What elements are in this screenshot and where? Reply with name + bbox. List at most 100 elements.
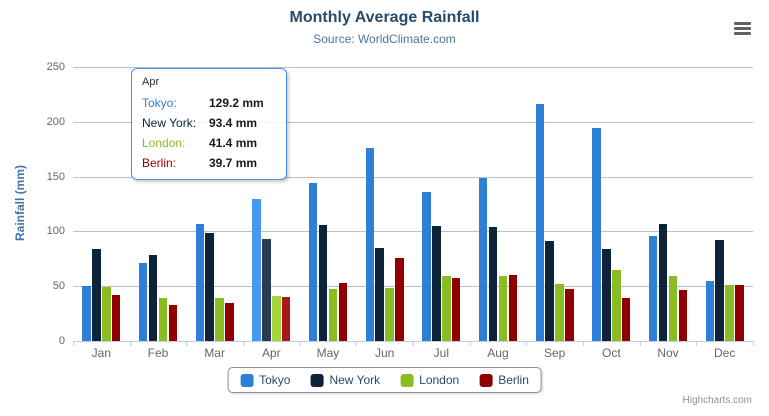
hamburger-icon (734, 31, 751, 35)
x-axis-tick (469, 341, 471, 346)
x-axis-tick (639, 341, 641, 346)
bar-new-york-feb[interactable] (148, 254, 158, 341)
bar-tokyo-may[interactable] (308, 183, 318, 341)
bar-tokyo-apr[interactable] (252, 199, 261, 341)
credits-link[interactable]: Highcharts.com (682, 395, 752, 406)
y-axis-label: 150 (46, 170, 65, 183)
x-axis-label-aug: Aug (487, 346, 509, 360)
legend-item-london[interactable]: London (400, 373, 459, 387)
bar-berlin-jan[interactable] (111, 294, 121, 341)
chart-subtitle: Source: WorldClimate.com (313, 32, 456, 46)
chart-title: Monthly Average Rainfall (289, 9, 480, 26)
bar-london-nov[interactable] (668, 276, 678, 341)
bar-berlin-mar[interactable] (225, 303, 234, 341)
legend-label: Berlin (498, 373, 529, 387)
bar-london-may[interactable] (328, 289, 338, 341)
bar-london-sep[interactable] (555, 283, 564, 341)
legend-item-berlin[interactable]: Berlin (479, 373, 529, 387)
x-axis-label-dec: Dec (713, 346, 736, 360)
export-menu-button[interactable] (731, 18, 755, 38)
bar-berlin-jul[interactable] (451, 278, 461, 341)
bar-tokyo-sep[interactable] (535, 103, 545, 341)
bar-new-york-mar[interactable] (205, 233, 214, 341)
bar-london-dec[interactable] (725, 284, 734, 341)
x-axis-label-sep: Sep (543, 346, 566, 360)
bar-berlin-sep[interactable] (565, 288, 574, 341)
tooltip-series-name: New York: (142, 116, 197, 130)
x-axis-label-jul: Jul (433, 346, 449, 360)
bar-new-york-dec[interactable] (715, 239, 724, 341)
bar-london-jan[interactable] (102, 287, 111, 341)
gridline (73, 231, 753, 233)
x-axis-tick (299, 341, 301, 346)
legend-swatch-icon (240, 373, 254, 387)
x-axis-label-jan: Jan (91, 346, 111, 360)
bar-tokyo-nov[interactable] (648, 236, 658, 341)
y-axis-label: 200 (46, 115, 65, 128)
bar-tokyo-jul[interactable] (422, 192, 431, 341)
bar-berlin-feb[interactable] (168, 304, 178, 341)
bar-london-apr[interactable] (272, 295, 281, 341)
gridline (73, 121, 753, 123)
legend-label: New York (329, 373, 381, 387)
bar-tokyo-dec[interactable] (705, 281, 715, 341)
tooltip-series-name: Berlin: (142, 156, 177, 170)
bar-berlin-may[interactable] (338, 283, 348, 341)
tooltip-row-tokyo: Tokyo: 129.2 mm (142, 93, 276, 113)
bar-new-york-oct[interactable] (602, 249, 611, 341)
bar-london-feb[interactable] (158, 298, 168, 341)
bar-new-york-jan[interactable] (92, 249, 101, 341)
bar-new-york-jul[interactable] (432, 225, 441, 341)
bar-berlin-oct[interactable] (621, 298, 631, 341)
legend: Tokyo New York London Berlin (227, 367, 542, 393)
bar-berlin-apr[interactable] (281, 297, 291, 341)
bar-tokyo-mar[interactable] (195, 224, 205, 341)
bar-london-jul[interactable] (442, 276, 451, 341)
x-axis-label-oct: Oct (601, 346, 621, 360)
bar-new-york-apr[interactable] (262, 238, 271, 341)
bar-london-mar[interactable] (215, 297, 224, 341)
bar-tokyo-jan[interactable] (82, 286, 91, 341)
bar-new-york-nov[interactable] (658, 224, 668, 341)
hamburger-icon (734, 21, 751, 25)
bar-new-york-jun[interactable] (375, 248, 384, 341)
x-axis-tick (186, 341, 188, 346)
x-axis-label-feb: Feb (147, 346, 169, 360)
bar-london-oct[interactable] (612, 269, 621, 341)
legend-swatch-icon (479, 373, 493, 387)
bar-new-york-may[interactable] (318, 224, 328, 341)
tooltip-series-value: 39.7 mm (209, 156, 258, 170)
bar-tokyo-oct[interactable] (592, 128, 601, 341)
bar-berlin-dec[interactable] (735, 284, 744, 341)
x-axis-label-jun: Jun (374, 346, 395, 360)
legend-swatch-icon (310, 373, 324, 387)
tooltip: Apr Tokyo: 129.2 mm New York: 93.4 mm London… (131, 68, 287, 180)
bar-tokyo-aug[interactable] (478, 178, 488, 341)
y-axis-title: Rainfall (mm) (13, 165, 27, 242)
x-axis-tick (413, 341, 414, 346)
tooltip-series-name: Tokyo: (142, 96, 177, 110)
bar-berlin-jun[interactable] (395, 258, 404, 341)
x-axis-tick (753, 341, 754, 346)
bar-berlin-nov[interactable] (678, 289, 688, 341)
bar-berlin-aug[interactable] (508, 274, 518, 341)
legend-item-new-york[interactable]: New York (310, 373, 380, 387)
bar-tokyo-jun[interactable] (365, 148, 375, 341)
gridline (73, 176, 753, 178)
x-axis-tick (243, 341, 244, 346)
gridline (73, 67, 753, 68)
bar-new-york-sep[interactable] (545, 241, 554, 341)
x-axis-tick (696, 341, 698, 346)
bar-new-york-aug[interactable] (488, 226, 498, 341)
y-axis-label: 0 (58, 335, 65, 347)
tooltip-row-berlin: Berlin: 39.7 mm (142, 153, 276, 173)
legend-item-tokyo[interactable]: Tokyo (240, 373, 290, 387)
tooltip-series-name: London: (142, 136, 186, 150)
x-axis-label-nov: Nov (657, 346, 679, 360)
x-axis-label-mar: Mar (204, 346, 225, 360)
bar-tokyo-feb[interactable] (138, 262, 148, 341)
x-axis-label-apr: Apr (261, 346, 281, 360)
bar-london-jun[interactable] (385, 288, 394, 341)
bar-london-aug[interactable] (498, 275, 508, 341)
